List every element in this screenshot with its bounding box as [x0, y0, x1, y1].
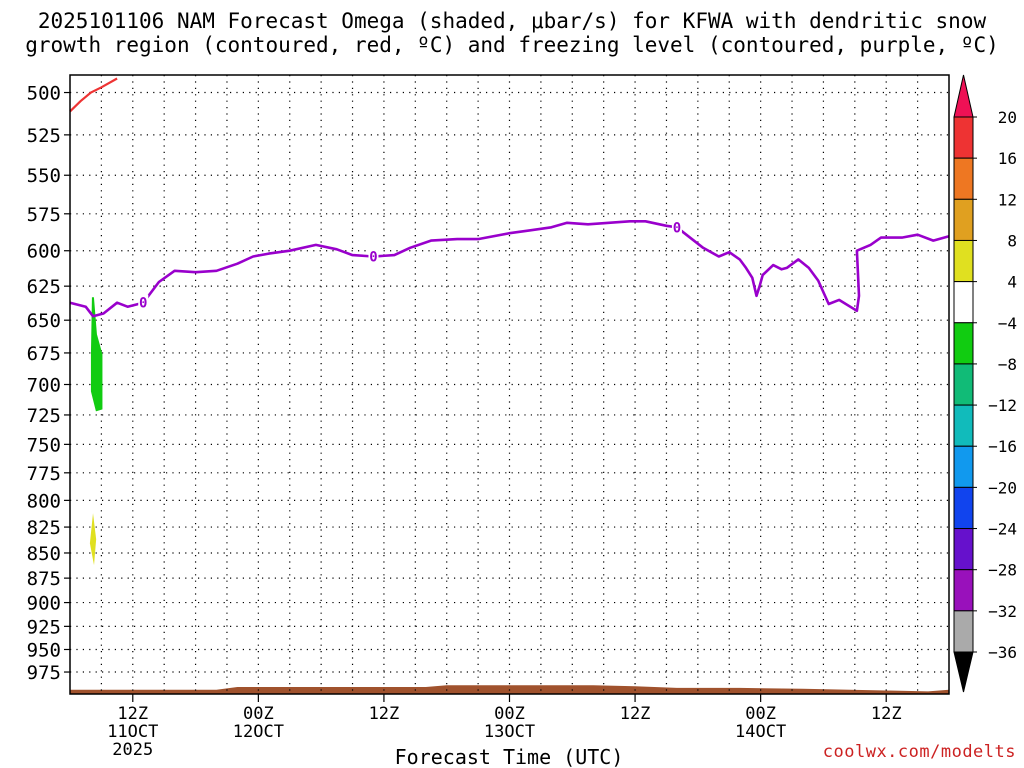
colorbar-swatch [953, 322, 974, 365]
colorbar-swatch [953, 404, 974, 447]
x-tick-label: 00Z [494, 704, 525, 724]
plot-frame [69, 74, 950, 695]
y-tick-label: 700 [27, 375, 61, 397]
x-tick-label: 12Z [117, 704, 148, 724]
y-tick-label: 800 [27, 490, 61, 512]
colorbar-swatch [953, 569, 974, 612]
x-tick-label: 12OCT [233, 722, 284, 742]
colorbar-swatch [953, 610, 974, 653]
x-tick-label: 12Z [871, 704, 902, 724]
dendritic-growth-contour [69, 77, 118, 113]
colorbar-swatch [953, 486, 974, 530]
y-tick-label: 725 [27, 405, 61, 427]
colorbar-label: 16 [998, 149, 1017, 168]
y-tick-label: 750 [27, 434, 61, 456]
colorbar-label: −8 [998, 355, 1017, 374]
y-tick-label: 675 [27, 343, 61, 365]
y-tick-label: 600 [27, 241, 61, 263]
y-tick-label: 575 [27, 204, 61, 226]
colorbar-top-arrow [953, 74, 974, 118]
x-tick-label: 13OCT [484, 722, 535, 742]
y-tick-label: 500 [27, 83, 61, 105]
y-tick-label: 900 [27, 593, 61, 615]
colorbar-label: −36 [988, 643, 1017, 662]
colorbar-swatch [953, 281, 974, 324]
colorbar-bottom-arrow [953, 651, 974, 693]
colorbar-swatch [953, 198, 974, 241]
colorbar-label: −4 [998, 314, 1017, 333]
x-tick-label: 00Z [243, 704, 274, 724]
contours: 0 0 0 [69, 77, 950, 318]
freezing-level-contour [69, 220, 950, 318]
freezing-level-label: 0 [673, 220, 681, 236]
source-credit[interactable]: coolwx.com/modelts [822, 742, 1016, 762]
x-tick-label: 2025 [112, 740, 153, 760]
y-tick-label: 825 [27, 517, 61, 539]
contour-label-bg [368, 248, 379, 264]
contour-label-bg [138, 294, 149, 310]
colorbar-label: 12 [998, 190, 1017, 209]
axes: 500 525 550 575 600 625 650 675 700 725 750 775 800 8… [27, 74, 950, 760]
y-tick-label: 925 [27, 616, 61, 638]
y-tick-label: 850 [27, 543, 61, 565]
y-tick-label: 775 [27, 463, 61, 485]
colorbar-swatch [953, 445, 974, 488]
colorbar-label: 8 [1007, 231, 1017, 250]
x-axis-label: Forecast Time (UTC) [395, 745, 624, 768]
x-tick-label: 11OCT [107, 722, 158, 742]
chart-title-line-1: 2025101106 NAM Forecast Omega (shaded, μ… [37, 9, 987, 33]
x-tick-label: 12Z [620, 704, 651, 724]
y-tick-label: 950 [27, 639, 61, 661]
x-tick-label: 12Z [369, 704, 400, 724]
colorbar: 20 16 12 8 4 −4 −8 −12 −16 −20 −24 −28 −32 −36 [953, 74, 1017, 693]
colorbar-swatch [953, 239, 974, 283]
y-tick-label: 525 [27, 125, 61, 147]
colorbar-label: −16 [988, 437, 1017, 456]
colorbar-label: −32 [988, 602, 1017, 621]
x-tick-label: 14OCT [735, 722, 786, 742]
colorbar-label: 20 [998, 108, 1017, 127]
chart-title-line-2: growth region (contoured, red, ºC) and f… [25, 33, 999, 57]
colorbar-swatch [953, 363, 974, 406]
contour-label-bg [671, 219, 682, 235]
omega-shaded-region [90, 297, 103, 412]
colorbar-label: −12 [988, 396, 1017, 415]
colorbar-swatch [953, 157, 974, 200]
freezing-level-label: 0 [369, 250, 377, 266]
y-tick-label: 975 [27, 662, 61, 684]
colorbar-swatch [953, 116, 974, 159]
colorbar-label: −20 [988, 478, 1017, 497]
y-tick-label: 625 [27, 276, 61, 298]
colorbar-label: 4 [1007, 273, 1017, 292]
colorbar-swatch [953, 528, 974, 571]
y-tick-label: 650 [27, 310, 61, 332]
colorbar-label: −24 [988, 520, 1017, 539]
freezing-level-label: 0 [139, 296, 147, 312]
y-tick-label: 875 [27, 568, 61, 590]
omega-shaded-region [89, 513, 97, 566]
y-tick-label: 550 [27, 165, 61, 187]
omega-shading [89, 297, 103, 566]
x-tick-label: 00Z [745, 704, 776, 724]
grid [70, 75, 949, 694]
colorbar-label: −28 [988, 561, 1017, 580]
